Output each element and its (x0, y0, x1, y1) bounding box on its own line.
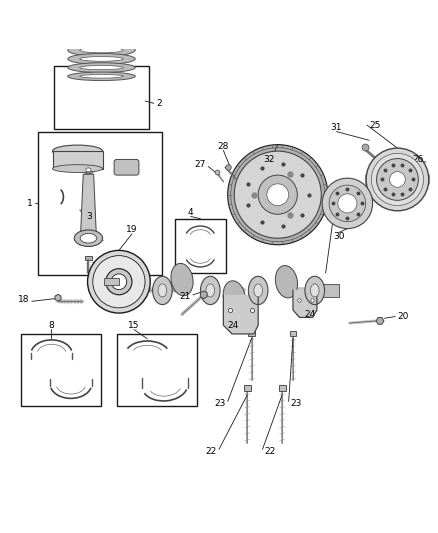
Bar (279, 385, 286, 391)
Ellipse shape (276, 265, 297, 298)
Text: 27: 27 (194, 160, 206, 169)
Circle shape (366, 148, 429, 211)
Text: 22: 22 (205, 447, 217, 456)
Text: 30: 30 (333, 231, 344, 240)
Ellipse shape (254, 284, 262, 297)
Ellipse shape (80, 233, 97, 243)
Ellipse shape (68, 34, 135, 47)
Ellipse shape (248, 276, 268, 304)
Ellipse shape (80, 75, 123, 78)
Ellipse shape (152, 276, 172, 304)
Ellipse shape (68, 63, 135, 72)
Text: 2: 2 (156, 99, 162, 108)
Text: 28: 28 (218, 142, 229, 151)
Text: 23: 23 (214, 399, 226, 408)
Circle shape (390, 172, 405, 187)
Text: 32: 32 (263, 156, 275, 164)
Circle shape (111, 274, 127, 289)
Text: 4: 4 (188, 207, 194, 216)
Circle shape (106, 269, 132, 295)
Ellipse shape (68, 44, 135, 56)
Ellipse shape (80, 37, 123, 43)
Bar (248, 331, 255, 336)
Ellipse shape (305, 276, 325, 304)
Circle shape (228, 144, 328, 245)
Text: 23: 23 (291, 399, 302, 408)
Text: 31: 31 (331, 123, 342, 132)
Text: 24: 24 (228, 321, 239, 330)
Polygon shape (376, 318, 384, 324)
Text: 20: 20 (397, 312, 409, 321)
Text: 19: 19 (126, 225, 138, 234)
Text: 18: 18 (18, 295, 30, 304)
Circle shape (338, 194, 357, 213)
Ellipse shape (68, 53, 135, 64)
Ellipse shape (80, 47, 123, 53)
Polygon shape (293, 289, 317, 318)
Polygon shape (223, 295, 258, 334)
Text: 7: 7 (106, 260, 112, 269)
Polygon shape (55, 294, 61, 301)
Ellipse shape (201, 276, 220, 304)
Text: 22: 22 (265, 447, 276, 456)
Circle shape (322, 178, 373, 229)
Bar (315, 284, 339, 297)
Text: 15: 15 (128, 321, 140, 330)
FancyBboxPatch shape (114, 159, 139, 175)
Ellipse shape (68, 72, 135, 80)
Ellipse shape (311, 284, 319, 297)
Text: 8: 8 (49, 321, 54, 330)
Bar (39, 132, 162, 275)
Text: 16: 16 (339, 190, 350, 199)
Polygon shape (200, 291, 207, 298)
Ellipse shape (86, 168, 91, 172)
Text: 25: 25 (369, 120, 381, 130)
Text: 1: 1 (27, 199, 33, 208)
Text: 24: 24 (304, 310, 315, 319)
Polygon shape (81, 174, 96, 234)
Circle shape (267, 184, 289, 206)
Ellipse shape (223, 281, 245, 313)
Circle shape (329, 185, 366, 222)
Bar (85, 256, 92, 260)
Circle shape (93, 256, 145, 308)
Ellipse shape (53, 165, 102, 173)
Bar (244, 385, 251, 391)
Circle shape (234, 151, 321, 238)
Ellipse shape (158, 284, 167, 297)
Bar (290, 331, 297, 336)
Bar (53, 151, 102, 168)
Text: 21: 21 (179, 293, 191, 302)
Circle shape (371, 154, 424, 206)
Bar (21, 334, 102, 406)
Ellipse shape (171, 263, 193, 296)
Ellipse shape (74, 230, 102, 246)
Bar (117, 334, 197, 406)
Circle shape (258, 175, 297, 214)
Circle shape (377, 158, 418, 200)
Ellipse shape (83, 166, 94, 174)
Ellipse shape (80, 56, 123, 61)
Text: 3: 3 (86, 212, 92, 221)
Bar (53, 66, 149, 130)
Bar (176, 219, 226, 273)
Ellipse shape (80, 66, 123, 70)
Text: 26: 26 (413, 156, 424, 164)
Circle shape (88, 251, 150, 313)
Ellipse shape (53, 145, 102, 157)
Ellipse shape (206, 284, 215, 297)
Bar (104, 278, 119, 285)
